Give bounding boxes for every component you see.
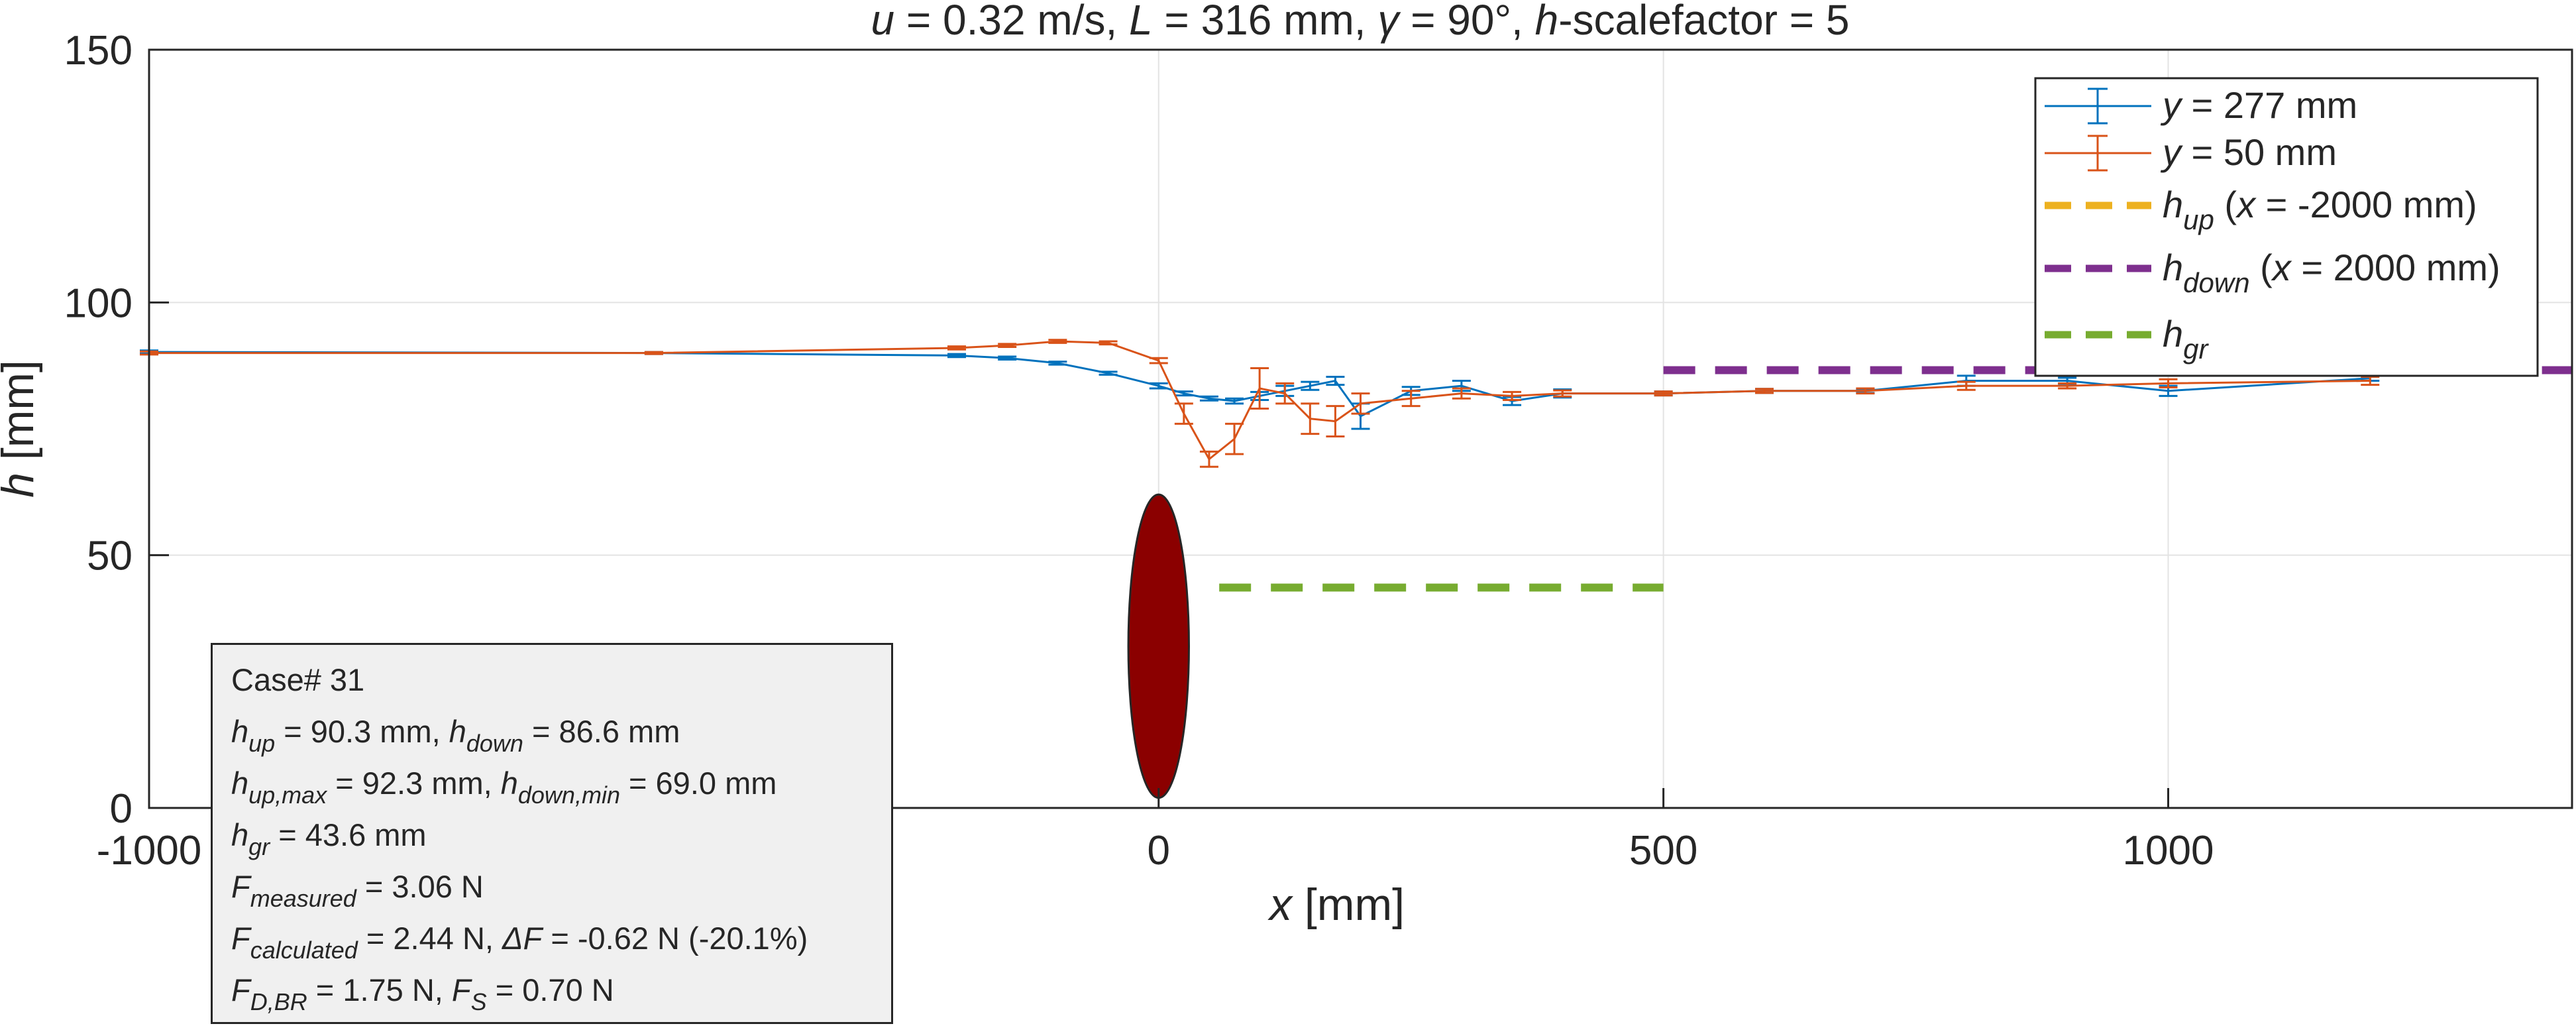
svg-text:hgr: hgr	[2163, 313, 2210, 365]
error-bar	[1326, 405, 1345, 437]
error-bar	[1401, 390, 1421, 408]
svg-text:y = 277 mm: y = 277 mm	[2160, 84, 2357, 126]
x-axis-label: x [mm]	[1267, 880, 1405, 930]
info-f-calculated: Fcalculated = 2.44 N, ΔF = -0.62 N (-20.…	[231, 921, 808, 964]
y-tick-label: 100	[64, 280, 133, 326]
case-info-box: Case# 31 hup = 90.3 mm, hdown = 86.6 mm …	[211, 643, 893, 1024]
error-bar	[947, 345, 966, 351]
error-bar	[1755, 388, 1774, 394]
error-bar	[1654, 390, 1673, 397]
info-h-up-down: hup = 90.3 mm, hdown = 86.6 mm	[231, 714, 680, 757]
svg-text:hdown (x = 2000 mm): hdown (x = 2000 mm)	[2163, 247, 2500, 298]
error-bar	[1503, 390, 1522, 402]
error-bar	[1301, 380, 1320, 391]
obstacle-shape	[1127, 493, 1190, 799]
error-bar	[1048, 361, 1067, 366]
error-bar	[644, 351, 663, 355]
error-bar	[1199, 395, 1218, 402]
x-tick-label: 1000	[2123, 828, 2214, 874]
y-tick-label: 50	[87, 534, 133, 579]
legend-entry-hdown: hdown (x = 2000 mm)	[2045, 247, 2500, 298]
error-bar	[1149, 382, 1168, 390]
x-tick-label: 0	[1148, 828, 1170, 874]
error-bar	[1250, 367, 1269, 410]
svg-text:y = 50 mm: y = 50 mm	[2160, 131, 2337, 173]
info-h-gr: hgr = 43.6 mm	[231, 817, 427, 860]
y-axis-label: h [mm]	[0, 360, 43, 498]
error-bar	[2159, 378, 2178, 388]
legend-entry-hup: hup (x = -2000 mm)	[2045, 184, 2477, 235]
error-bar	[2058, 382, 2077, 390]
legend-entry-s2: y = 50 mm	[2045, 131, 2337, 173]
error-bar	[1174, 402, 1193, 425]
error-bar	[998, 343, 1017, 348]
info-f-measured: Fmeasured = 3.06 N	[231, 869, 484, 912]
legend-box	[2034, 77, 2539, 377]
legend: y = 277 mm y = 50 mm hup (x = -2000 mm) …	[2034, 77, 2539, 377]
error-bar	[1225, 397, 1244, 405]
error-bar	[1099, 370, 1118, 376]
error-bar	[947, 353, 966, 359]
info-f-components: FD,BR = 1.75 N, FS = 0.70 N	[231, 972, 614, 1015]
info-h-max-min: hup,max = 92.3 mm, hdown,min = 69.0 mm	[231, 766, 777, 809]
error-bar	[1856, 387, 1875, 395]
reference-lines	[1219, 366, 2572, 592]
error-bar	[1275, 382, 1295, 405]
error-bar	[1225, 422, 1244, 455]
chart-title: u = 0.32 m/s, L = 316 mm, γ = 90°, h-sca…	[871, 0, 1850, 44]
error-bar	[1048, 339, 1067, 344]
x-tick-label: -1000	[97, 828, 202, 874]
series-line-2	[149, 340, 2371, 461]
svg-text:hup (x = -2000 mm): hup (x = -2000 mm)	[2163, 184, 2477, 235]
error-bar	[1149, 357, 1168, 365]
y-tick-label: 0	[110, 786, 133, 832]
x-tick-label: 500	[1629, 828, 1697, 874]
info-case: Case# 31	[231, 662, 365, 697]
legend-entry-s1: y = 277 mm	[2045, 84, 2357, 126]
error-bar	[1351, 392, 1370, 415]
error-bar	[1452, 387, 1471, 400]
legend-entry-hgr: hgr	[2045, 313, 2210, 365]
error-bar	[1326, 375, 1345, 386]
error-bar	[1199, 450, 1218, 468]
error-bar	[1099, 340, 1118, 346]
error-bar	[1553, 389, 1572, 398]
plot-frame	[148, 48, 2573, 809]
error-bar	[1174, 390, 1193, 397]
error-bar	[1301, 402, 1320, 435]
error-bar	[998, 355, 1017, 361]
error-bar	[1957, 380, 1976, 391]
y-tick-label: 150	[64, 28, 133, 74]
